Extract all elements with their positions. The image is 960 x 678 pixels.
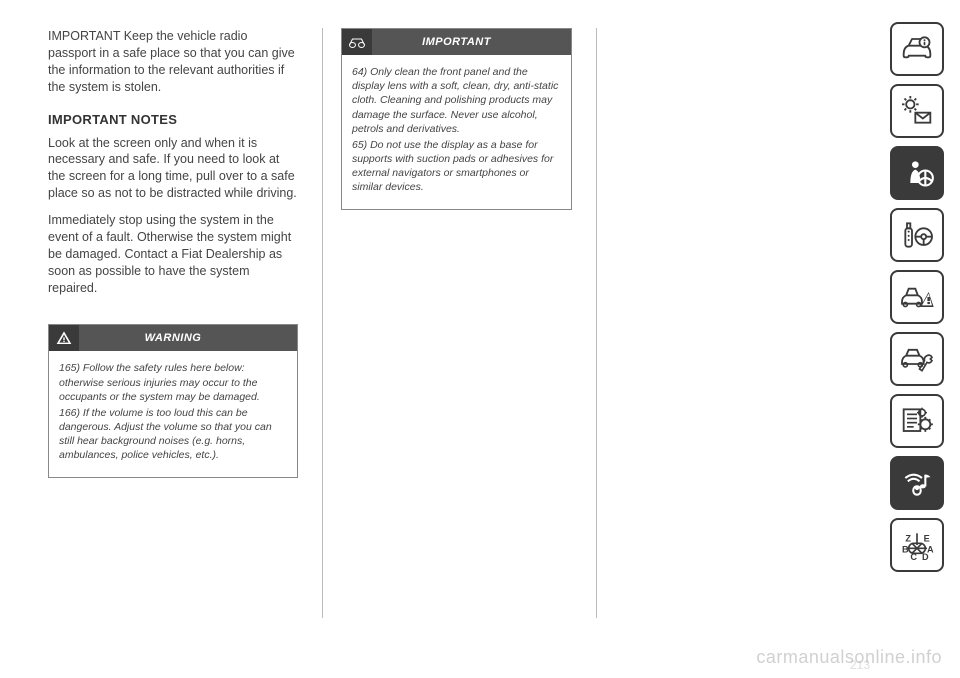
warning-box-header: WARNING [49, 325, 297, 351]
sidebar-nav: Z E B A C D [890, 0, 960, 678]
nav-tile-safety[interactable] [890, 146, 944, 200]
warning-icon [49, 325, 79, 351]
important-item: 64) Only clean the front panel and the d… [352, 65, 561, 136]
column-3 [596, 28, 846, 618]
important-box: IMPORTANT 64) Only clean the front panel… [341, 28, 572, 210]
svg-text:E: E [924, 534, 930, 544]
nav-tile-emergency[interactable] [890, 270, 944, 324]
column-2: IMPORTANT 64) Only clean the front panel… [322, 28, 572, 618]
nav-tile-vehicle-info[interactable] [890, 22, 944, 76]
nav-tile-technical-data[interactable] [890, 394, 944, 448]
nav-tile-starting-driving[interactable] [890, 208, 944, 262]
nav-tile-multimedia[interactable] [890, 456, 944, 510]
content-area: IMPORTANT Keep the vehicle radio passpor… [0, 0, 890, 678]
column-1: IMPORTANT Keep the vehicle radio passpor… [48, 28, 298, 658]
page: IMPORTANT Keep the vehicle radio passpor… [0, 0, 960, 678]
svg-text:Z: Z [905, 534, 911, 544]
nav-tile-maintenance[interactable] [890, 332, 944, 386]
warning-box-body: 165) Follow the safety rules here below:… [49, 351, 297, 476]
note-paragraph-1: Look at the screen only and when it is n… [48, 135, 298, 203]
note-paragraph-2: Immediately stop using the system in the… [48, 212, 298, 296]
warning-item: 166) If the volume is too loud this can … [59, 406, 287, 463]
warning-item: 165) Follow the safety rules here below:… [59, 361, 287, 404]
warning-box: WARNING 165) Follow the safety rules her… [48, 324, 298, 477]
important-box-body: 64) Only clean the front panel and the d… [342, 55, 571, 209]
important-box-header: IMPORTANT [342, 29, 571, 55]
nav-tile-lights-messages[interactable] [890, 84, 944, 138]
intro-lead: IMPORTANT [48, 29, 124, 43]
important-icon [342, 29, 372, 55]
important-box-title: IMPORTANT [372, 36, 571, 48]
warning-box-title: WARNING [79, 332, 297, 344]
section-heading: IMPORTANT NOTES [48, 112, 298, 127]
intro-paragraph: IMPORTANT Keep the vehicle radio passpor… [48, 28, 298, 96]
important-item: 65) Do not use the display as a base for… [352, 138, 561, 195]
nav-tile-index[interactable]: Z E B A C D [890, 518, 944, 572]
watermark: carmanualsonline.info [756, 647, 942, 668]
